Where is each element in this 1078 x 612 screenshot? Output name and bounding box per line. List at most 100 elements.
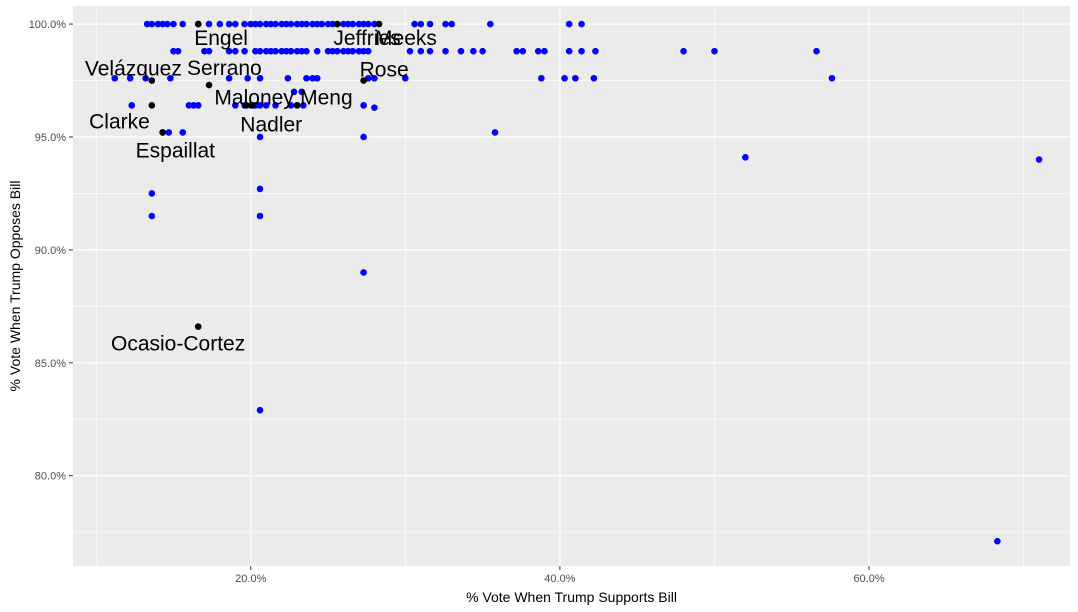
data-point [225,47,233,55]
data-point [994,537,1001,545]
data-point [284,74,292,82]
data-point [267,20,275,28]
data-point [256,20,264,28]
data-point [267,47,275,55]
data-point [513,47,520,55]
data-point [371,104,378,111]
data-point [329,20,336,28]
data-point [128,102,136,109]
data-point [313,47,321,55]
data-point [283,20,290,28]
data-point [360,47,367,55]
data-point [344,47,352,55]
data-point [298,20,306,28]
data-point [324,47,332,55]
data-point [143,20,151,28]
data-point [272,20,279,28]
data-point [163,20,171,28]
plot-panel [73,6,1070,566]
data-point [592,47,599,55]
member-label: Serrano [187,57,262,80]
data-point [828,74,836,82]
data-point [148,212,156,220]
data-point [318,20,326,28]
x-axis-title: % Vote When Trump Supports Bill [466,589,677,605]
data-point [303,74,310,82]
data-point [340,20,347,28]
data-point [148,190,156,197]
data-point [244,74,251,82]
data-point [256,185,264,193]
data-point [309,74,316,82]
data-point [334,20,341,28]
data-point [154,20,162,28]
data-point [561,74,568,82]
data-point [232,20,239,28]
data-point [287,20,295,28]
data-point [290,88,298,96]
data-point [126,74,134,82]
data-point [417,20,425,28]
data-point [185,102,193,109]
data-point [241,20,248,28]
data-point [283,47,290,55]
data-point [287,47,295,55]
data-point [375,20,383,28]
data-point [300,102,307,109]
data-point [142,74,149,82]
data-point [406,47,414,55]
data-point [256,406,264,414]
data-point [298,47,306,55]
data-point [278,20,285,28]
data-point [249,102,256,109]
data-point [241,47,248,55]
data-point [287,102,295,109]
data-point [442,20,449,28]
x-tick-label: 40.0% [544,573,575,585]
data-point [371,74,378,82]
member-label: Velázquez [85,58,182,81]
data-point [1035,156,1043,163]
data-point [205,47,213,55]
data-point [170,47,177,55]
data-point [272,47,279,55]
data-point [262,47,270,55]
data-point [174,47,182,55]
data-point [170,20,177,28]
data-point [360,133,367,141]
data-point [201,47,208,55]
data-point [167,74,174,82]
data-point [159,129,166,136]
data-point [360,77,367,84]
data-point [813,47,820,55]
data-point [165,129,173,136]
data-point [541,47,548,55]
data-point [256,74,264,82]
data-point [205,20,213,28]
data-point [364,47,372,55]
data-point [578,47,585,55]
data-point [711,47,718,55]
data-point [194,323,202,330]
data-point [519,47,527,55]
data-point [344,20,352,28]
data-point [742,153,749,161]
data-point [457,47,465,55]
data-point [313,20,321,28]
data-point [298,88,306,96]
member-label: Rose [360,59,409,82]
y-tick-label: 95.0% [35,132,66,144]
y-tick-label: 100.0% [29,19,67,31]
data-point [313,74,321,82]
y-tick-label: 80.0% [35,471,66,483]
data-point [448,20,456,28]
data-point [148,102,156,109]
data-point [256,47,264,55]
data-point [680,47,687,55]
data-point [534,47,542,55]
member-label: Maloney [214,86,294,109]
data-point [360,269,367,276]
data-point [242,102,250,109]
data-point [148,20,156,28]
